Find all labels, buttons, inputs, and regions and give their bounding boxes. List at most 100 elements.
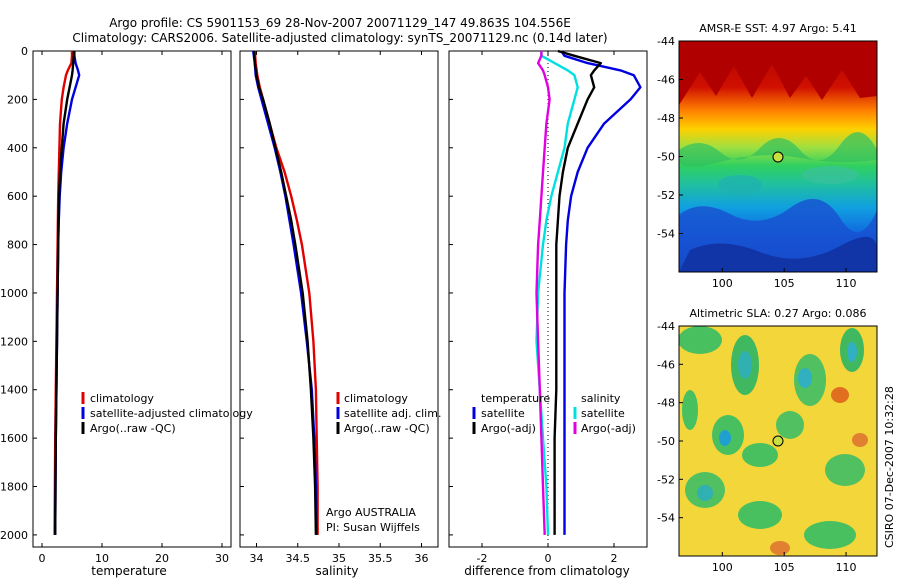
sla-blob [804,521,856,549]
sla-blob [831,387,849,403]
temperature-panel-frame [32,50,232,548]
sst-map-title: AMSR-E SST: 4.97 Argo: 5.41 [699,22,857,35]
sla-blob [847,342,857,362]
figure-title-line2: Climatology: CARS2006. Satellite-adjuste… [72,31,607,45]
sla-blob [742,443,778,467]
series-line-temperature-satellite [560,50,642,535]
map-y-tick-label: -50 [657,435,675,448]
temperature-x-axis: 0 10 20 30 [39,51,229,565]
temperature-series [53,51,81,535]
argo-float-marker [772,151,784,163]
x-tick-label: 30 [215,552,229,565]
map-x-tick-label: 100 [712,561,733,574]
legend-label: satellite-adjusted climatology [90,407,253,420]
x-tick-label: 35 [332,552,346,565]
depth-tick-label: 400 [7,142,28,155]
x-tick-label: 35.5 [368,552,393,565]
map-y-tick-label: -44 [657,320,675,333]
legend-label: climatology [90,392,154,405]
series-line-argo-raw-qc- [54,51,76,535]
sla-blob [738,351,752,379]
depth-tick-label: 2000 [0,529,28,542]
legend-label: satellite adj. clim. [344,407,441,420]
sla-blob [738,501,782,529]
legend-title-salinity: salinity [581,392,621,405]
sst-map-axes: 100 105 110 -44 -46 -48 -50 -52 -54 [657,35,857,290]
salinity-series [252,50,319,535]
argo-float-marker [772,435,784,447]
map-y-tick-label: -54 [657,228,675,241]
temperature-axis-label: temperature [91,564,166,578]
sla-blob [697,485,713,501]
sst-warm-front [679,41,877,105]
map-x-tick-label: 105 [774,277,795,290]
depth-tick-label: 1800 [0,481,28,494]
salinity-legend: climatology satellite adj. clim. Argo(..… [336,392,441,435]
legend-label: Argo(..raw -QC) [90,422,176,435]
map-y-tick-label: -54 [657,512,675,525]
map-x-tick-label: 105 [774,561,795,574]
series-line-temperature-argo-adj- [553,49,602,535]
map-y-tick-label: -44 [657,35,675,48]
x-tick-label: 20 [155,552,169,565]
sla-blob [679,326,722,354]
salinity-x-axis: 34 34.5 35 35.5 36 [250,51,429,565]
sla-blob [798,368,812,388]
map-y-tick-label: -50 [657,151,675,164]
sla-blob [719,430,731,446]
difference-series [535,49,642,535]
map-y-tick-label: -46 [657,74,675,87]
legend-title-temperature: temperature [481,392,550,405]
series-line-salinity-argo-adj- [535,51,551,535]
legend-label: satellite [581,407,625,420]
x-tick-label: 0 [39,552,46,565]
creation-timestamp: CSIRO 07-Dec-2007 10:32:28 [883,386,896,548]
sla-blob [682,390,698,430]
float-owner-annotation: Argo AUSTRALIA [326,506,416,519]
sst-coldest-water [679,236,877,272]
legend-label: satellite [481,407,525,420]
x-tick-label: 10 [95,552,109,565]
legend-label: Argo(-adj) [581,422,636,435]
map-y-tick-label: -48 [657,112,675,125]
difference-axis-label: difference from climatology [464,564,630,578]
x-tick-label: 34.5 [286,552,311,565]
map-y-tick-label: -46 [657,358,675,371]
sst-eddy [718,175,762,195]
x-tick-label: 36 [415,552,429,565]
depth-tick-label: 800 [7,239,28,252]
legend-label: climatology [344,392,408,405]
sla-blob [770,541,790,555]
map-x-tick-label: 110 [836,277,857,290]
depth-tick-label: 1600 [0,432,28,445]
x-tick-label: -2 [477,552,488,565]
legend-label: Argo(..raw -QC) [344,422,430,435]
salinity-axis-label: salinity [315,564,358,578]
depth-tick-label: 1000 [0,287,28,300]
map-y-tick-label: -52 [657,473,675,486]
sla-blob [776,411,804,439]
sst-front-band [679,132,877,168]
x-tick-label: 0 [545,552,552,565]
temperature-legend: climatology satellite-adjusted climatolo… [81,392,253,435]
difference-x-axis: -2 0 2 [477,51,618,565]
map-x-tick-label: 110 [836,561,857,574]
depth-tick-label: 600 [7,190,28,203]
x-tick-label: 34 [250,552,264,565]
series-line-climatology [253,50,319,535]
pi-annotation: PI: Susan Wijffels [326,521,420,534]
depth-tick-label: 1400 [0,384,28,397]
sla-blob [825,454,865,486]
sla-map-title: Altimetric SLA: 0.27 Argo: 0.086 [689,307,866,320]
sla-blob [852,433,868,447]
map-x-tick-label: 100 [712,277,733,290]
sst-eddy [802,166,858,184]
depth-tick-label: 200 [7,93,28,106]
series-line-satellite-adj-clim- [252,50,318,535]
depth-tick-label: 1200 [0,335,28,348]
map-y-tick-label: -52 [657,189,675,202]
depth-tick-label: 0 [21,45,28,58]
map-y-tick-label: -48 [657,397,675,410]
x-tick-label: 2 [611,552,618,565]
